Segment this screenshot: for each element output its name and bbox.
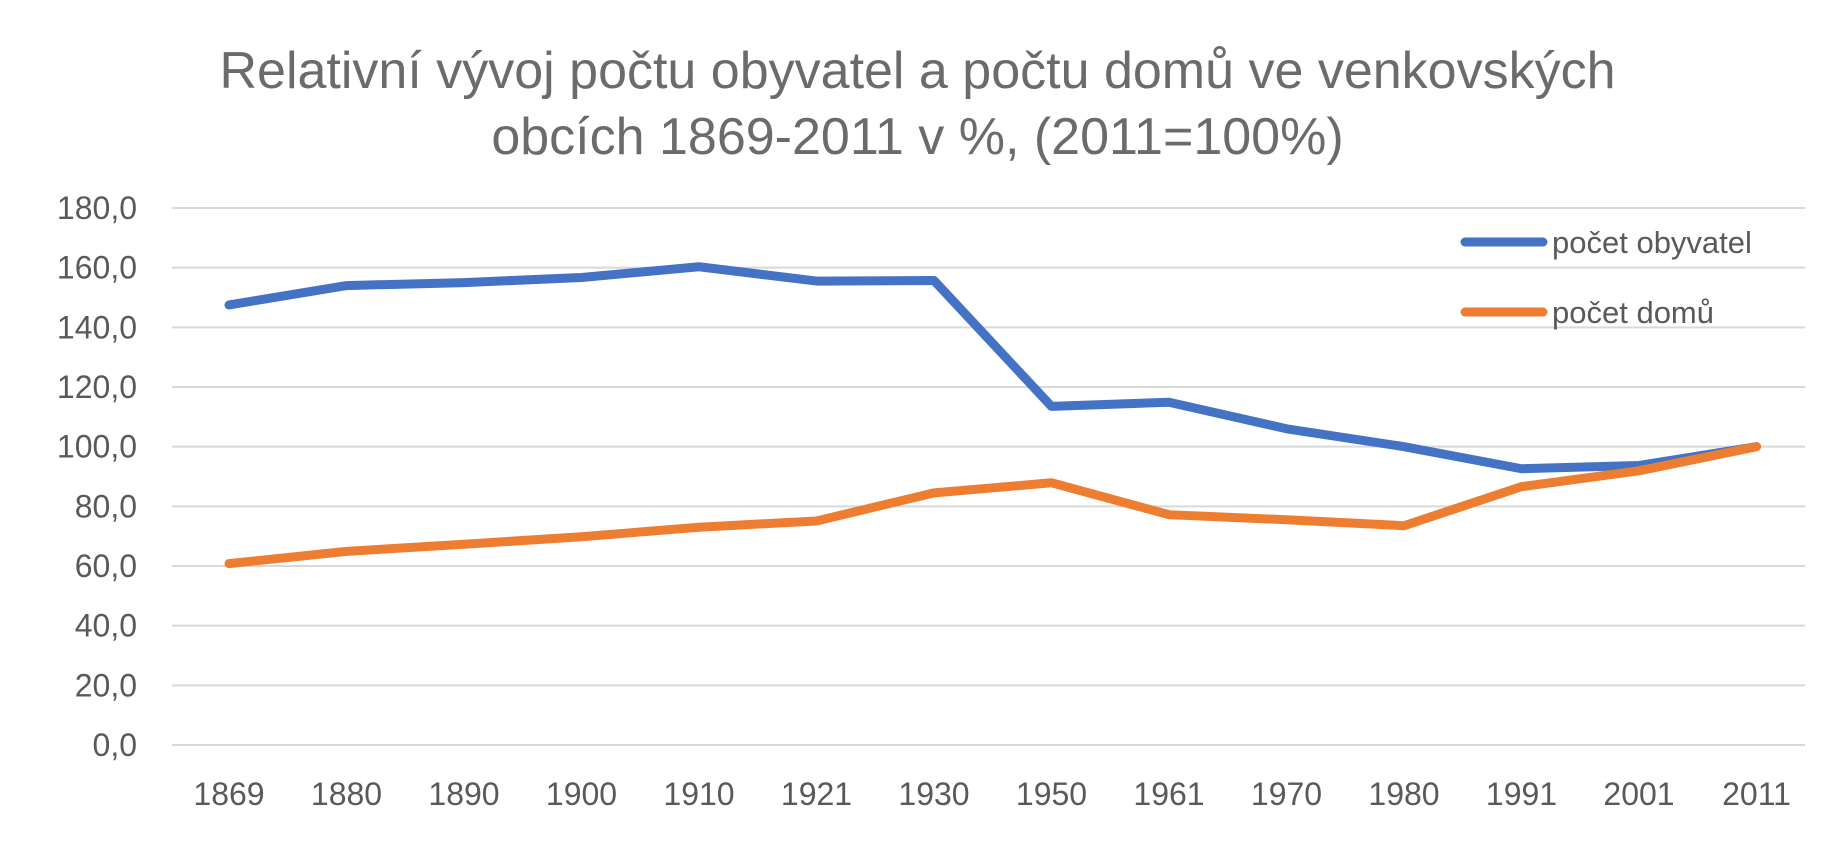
data-point — [1165, 398, 1174, 407]
data-point — [577, 273, 586, 282]
data-point — [1282, 515, 1291, 524]
y-tick-label: 120,0 — [57, 369, 137, 405]
y-tick-label: 0,0 — [93, 727, 137, 763]
x-tick-label: 1950 — [1016, 776, 1087, 812]
series-line-pocet-obyvatel — [224, 262, 1761, 474]
data-point — [930, 276, 939, 285]
data-point — [1517, 482, 1526, 491]
x-tick-label: 1980 — [1368, 776, 1439, 812]
legend-label: počet obyvatel — [1552, 225, 1752, 260]
y-tick-label: 60,0 — [75, 548, 137, 584]
data-point — [460, 278, 469, 287]
x-tick-label: 1900 — [546, 776, 617, 812]
x-tick-label: 1930 — [898, 776, 969, 812]
y-tick-label: 20,0 — [75, 667, 137, 703]
data-point — [930, 488, 939, 497]
data-point — [1752, 442, 1761, 451]
y-tick-label: 160,0 — [57, 250, 137, 286]
x-tick-label: 1910 — [663, 776, 734, 812]
x-tick-label: 2001 — [1603, 776, 1674, 812]
data-point — [1282, 424, 1291, 433]
y-tick-label: 40,0 — [75, 608, 137, 644]
y-tick-label: 80,0 — [75, 488, 137, 524]
data-point — [812, 516, 821, 525]
x-tick-label: 1970 — [1251, 776, 1322, 812]
y-tick-label: 180,0 — [57, 190, 137, 226]
data-point — [1400, 442, 1409, 451]
x-tick-label: 1880 — [311, 776, 382, 812]
data-point — [577, 532, 586, 541]
data-point — [342, 547, 351, 556]
data-point — [225, 300, 234, 309]
data-point — [1635, 466, 1644, 475]
x-tick-label: 1869 — [193, 776, 264, 812]
chart-title-line-2: obcích 1869-2011 v %, (2011=100%) — [491, 108, 1344, 166]
data-point — [695, 523, 704, 532]
data-point — [460, 540, 469, 549]
x-tick-label: 1921 — [781, 776, 852, 812]
x-tick-label: 1991 — [1486, 776, 1557, 812]
data-point — [1165, 510, 1174, 519]
data-point — [1400, 521, 1409, 530]
x-tick-label: 1961 — [1133, 776, 1204, 812]
x-tick-label: 1890 — [428, 776, 499, 812]
y-tick-label: 140,0 — [57, 309, 137, 345]
data-point — [695, 262, 704, 271]
series-line-pocet-domu — [224, 442, 1761, 569]
data-point — [342, 281, 351, 290]
y-tick-label: 100,0 — [57, 429, 137, 465]
legend-label: počet domů — [1552, 295, 1714, 330]
data-point — [1047, 478, 1056, 487]
chart-title: Relativní vývoj počtu obyvatel a počtu d… — [0, 38, 1835, 170]
data-point — [812, 277, 821, 286]
data-point — [225, 559, 234, 568]
data-point — [1047, 402, 1056, 411]
x-tick-label: 2011 — [1722, 776, 1791, 812]
chart-title-line-1: Relativní vývoj počtu obyvatel a počtu d… — [219, 42, 1616, 100]
data-point — [1517, 464, 1526, 473]
